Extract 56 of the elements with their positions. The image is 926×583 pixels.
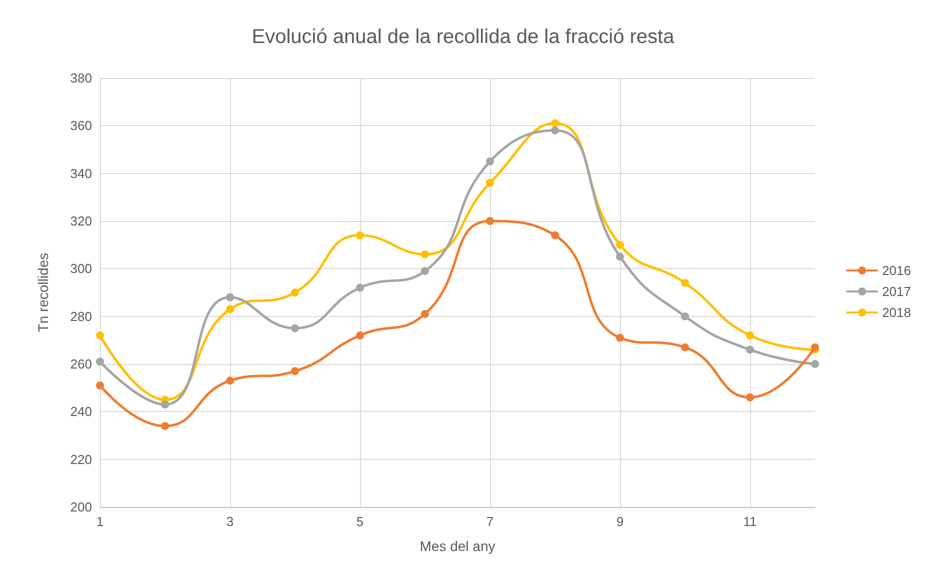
point (681, 278, 689, 287)
y-tick-label: 340 (70, 166, 92, 181)
x-tick-label: 7 (486, 514, 494, 529)
point (356, 284, 364, 292)
y-tick-label: 280 (70, 308, 92, 324)
y-tick-label: 360 (70, 118, 92, 134)
point (421, 267, 429, 276)
point (421, 250, 429, 258)
point (616, 240, 624, 249)
chart-title: Evolució anual de la recollida de la fracció resta (252, 26, 676, 48)
x-tick-label: 9 (616, 514, 624, 529)
y-tick-label: 220 (70, 452, 92, 467)
point (96, 358, 104, 366)
point (96, 331, 104, 340)
y-tick-label: 240 (70, 404, 92, 420)
point (616, 252, 624, 261)
point (486, 157, 494, 166)
point (681, 312, 689, 320)
x-axis-title: Mes del any (420, 538, 496, 554)
point (96, 381, 104, 390)
x-tick-label: 3 (226, 514, 234, 529)
point (681, 343, 689, 352)
point (226, 305, 234, 314)
point (616, 334, 624, 342)
x-tick-label: 11 (743, 514, 757, 529)
x-tick-label: 1 (96, 514, 104, 529)
point (421, 310, 429, 318)
point (551, 119, 559, 128)
y-tick-label: 260 (70, 356, 92, 372)
point (746, 393, 754, 402)
point (161, 400, 169, 409)
y-axis-title: Tn recollides (35, 252, 51, 332)
y-tick-label: 200 (70, 500, 92, 514)
point (161, 422, 169, 430)
point (291, 324, 299, 332)
point (226, 293, 234, 302)
point (811, 360, 819, 368)
point (811, 343, 819, 352)
y-tick-label: 320 (70, 214, 92, 228)
legend-label: 2018 (882, 305, 911, 320)
point (291, 288, 299, 296)
point (226, 376, 234, 385)
y-tick-label: 380 (70, 70, 92, 86)
point (356, 331, 364, 340)
point (551, 231, 559, 240)
point (486, 178, 494, 187)
x-tick-label: 5 (356, 514, 364, 529)
legend-label: 2017 (882, 284, 911, 299)
legend-label: 2016 (882, 263, 911, 278)
point (746, 346, 754, 354)
point (486, 217, 494, 225)
point (356, 231, 364, 240)
y-tick-label: 300 (70, 261, 92, 276)
point (291, 367, 299, 376)
point (551, 126, 559, 134)
point (746, 331, 754, 340)
